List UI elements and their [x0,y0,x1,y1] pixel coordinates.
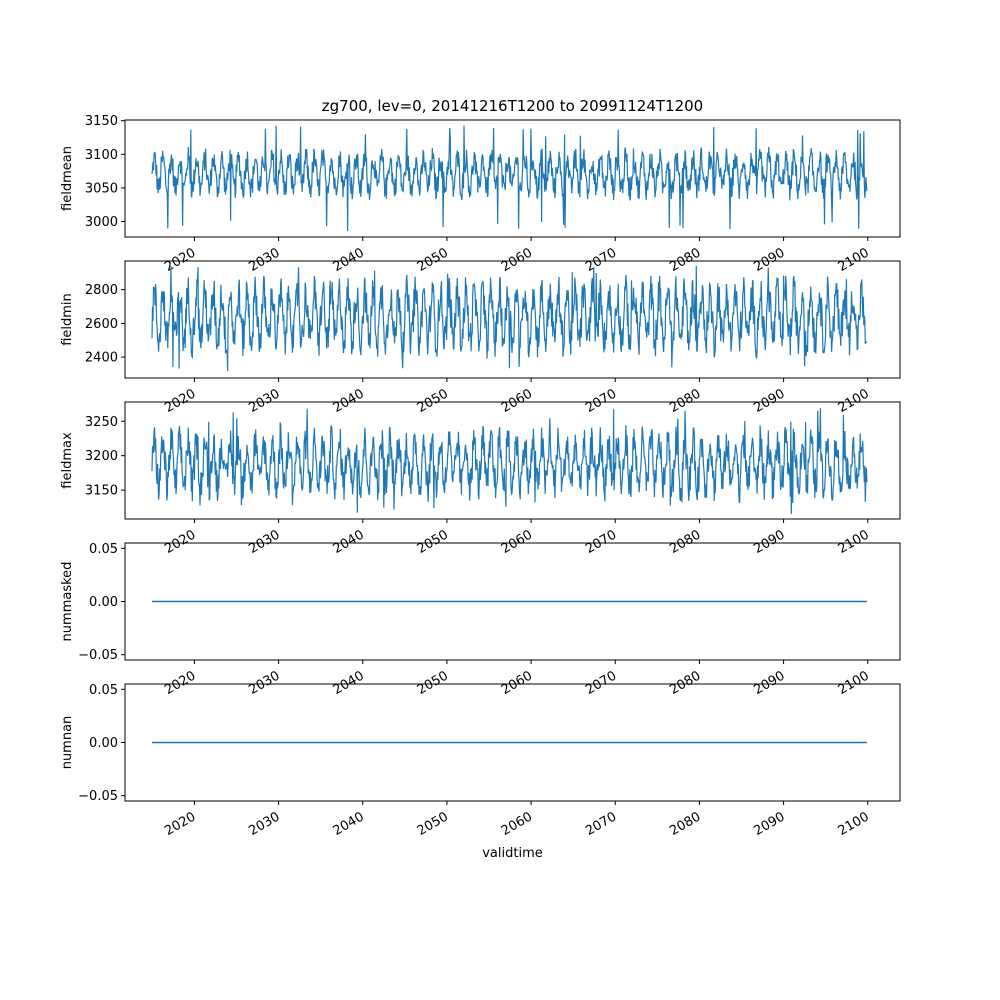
x-tick-label: 2040 [331,245,367,275]
panels: 3000 3050 3100 3150 fieldmean 2020 2030 2040 205… [60,114,901,839]
x-tick-label: 2040 [331,527,367,557]
panel-fieldmean: 3000 3050 3100 3150 fieldmean 2020 2030 2040 205… [60,114,901,275]
x-tick-label: 2040 [331,668,367,698]
y-tick-label: 2600 [85,317,118,332]
x-tick-label: 2050 [415,809,451,839]
x-tick-label: 2060 [499,386,535,416]
y-tick-label: 0.00 [89,736,118,751]
x-tick-label: 2070 [583,527,619,557]
x-tick-label: 2020 [162,668,198,698]
x-tick-label: 2090 [751,245,787,275]
series-line-fieldmin [151,265,868,372]
y-tick-label: 2400 [85,351,118,366]
x-tick-label: 2070 [583,809,619,839]
x-tick-label: 2090 [751,527,787,557]
x-tick-label: 2050 [415,527,451,557]
y-tick-label: 3200 [85,449,118,464]
y-tick-label: 0.00 [89,595,118,610]
x-tick-label: 2040 [331,386,367,416]
y-tick-label: 3150 [85,114,118,129]
x-tick-label: 2070 [583,245,619,275]
x-tick-label: 2060 [499,527,535,557]
x-tick-label: 2080 [667,245,703,275]
y-axis-label-fieldmax: fieldmax [60,432,75,489]
y-tick-label: 0.05 [89,683,118,698]
x-tick-label: 2090 [751,386,787,416]
x-tick-label: 2100 [836,668,872,698]
x-tick-label: 2030 [246,668,282,698]
x-tick-label: 2060 [499,668,535,698]
x-tick-label: 2090 [751,809,787,839]
panel-fieldmax: 3150 3200 3250 fieldmax 2020 2030 2040 2050 2060… [60,401,901,557]
x-tick-label: 2080 [667,809,703,839]
y-tick-label: 2800 [85,283,118,298]
panel-fieldmin: 2400 2600 2800 fieldmin 2020 2030 2040 2050 2060… [60,260,901,416]
y-tick-label: 0.05 [89,542,118,557]
x-tick-label: 2080 [667,527,703,557]
x-tick-label: 2040 [331,809,367,839]
x-tick-label: 2050 [415,245,451,275]
y-axis-label-fieldmean: fieldmean [60,146,75,211]
y-tick-label: 3050 [85,181,118,196]
x-tick-label: 2100 [836,527,872,557]
x-tick-label: 2050 [415,668,451,698]
series-line-fieldmax [151,408,868,515]
y-tick-label: −0.05 [78,648,118,663]
y-tick-label: 3250 [85,415,118,430]
series-line-fieldmean [151,125,868,231]
x-tick-label: 2090 [751,668,787,698]
y-axis-label-fieldmin: fieldmin [60,293,75,346]
x-tick-label: 2030 [246,809,282,839]
y-tick-label: 3100 [85,148,118,163]
x-tick-label: 2030 [246,245,282,275]
x-tick-label: 2030 [246,527,282,557]
x-tick-label: 2100 [836,245,872,275]
axes-frame-fieldmin [124,260,901,379]
x-tick-label: 2070 [583,668,619,698]
x-axis-label: validtime [482,846,543,861]
axes-frame-fieldmax [124,401,901,520]
y-axis-label-numnan: numnan [60,716,75,770]
x-tick-label: 2100 [836,809,872,839]
x-tick-label: 2060 [499,809,535,839]
x-tick-label: 2020 [162,527,198,557]
y-tick-label: 3000 [85,215,118,230]
chart-title: zg700, lev=0, 20141216T1200 to 20991124T… [322,97,703,115]
x-tick-label: 2030 [246,386,282,416]
panel-nummasked: −0.05 0.00 0.05 nummasked 2020 2030 2040 2050 20… [60,542,901,698]
y-tick-label: −0.05 [78,789,118,804]
x-tick-label: 2020 [162,245,198,275]
y-tick-label: 3150 [85,484,118,499]
x-tick-label: 2100 [836,386,872,416]
axes-frame-fieldmean [124,119,901,238]
panel-numnan: −0.05 0.00 0.05 numnan 2020 2030 2040 2050 2060 2… [60,683,901,839]
y-axis-label-nummasked: nummasked [60,562,75,642]
x-tick-label: 2020 [162,386,198,416]
x-tick-label: 2060 [499,245,535,275]
x-tick-label: 2050 [415,386,451,416]
x-tick-label: 2080 [667,668,703,698]
x-tick-label: 2020 [162,809,198,839]
